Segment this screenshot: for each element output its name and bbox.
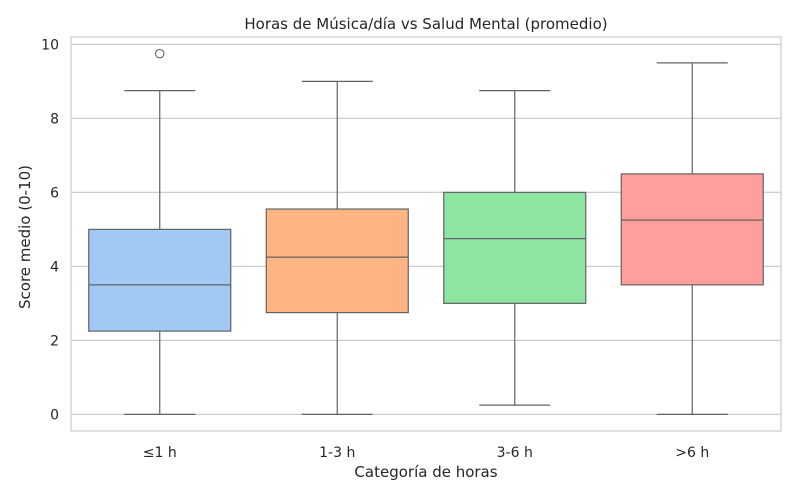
y-tick-label: 10	[41, 37, 59, 53]
iqr-box	[443, 191, 587, 304]
y-tick-label: 6	[50, 185, 59, 201]
box-group	[620, 62, 764, 415]
iqr-box	[88, 228, 232, 332]
y-tick-label: 2	[50, 333, 59, 349]
y-axis-ticks: 0 2 4 6 8 10	[41, 37, 59, 423]
x-tick-label: >6 h	[675, 445, 709, 461]
x-tick-label: 3-6 h	[497, 445, 533, 461]
y-axis-label: Score medio (0-10)	[16, 164, 34, 310]
y-tick-label: 0	[50, 407, 59, 423]
y-tick-label: 8	[50, 111, 59, 127]
chart-title: Horas de Música/día vs Salud Mental (pro…	[244, 15, 608, 33]
x-axis-label: Categoría de horas	[354, 463, 498, 481]
iqr-box	[620, 173, 764, 286]
y-tick-label: 4	[50, 259, 59, 275]
outlier-point	[155, 48, 165, 59]
box-group	[88, 48, 232, 415]
iqr-box	[265, 208, 409, 314]
x-tick-label: 1-3 h	[319, 445, 355, 461]
box-group	[443, 90, 587, 406]
x-tick-label: ≤1 h	[143, 445, 177, 461]
box-group	[265, 80, 409, 415]
x-axis-ticks: ≤1 h 1-3 h 3-6 h >6 h	[143, 445, 709, 461]
plot-frame	[70, 36, 782, 432]
box-series	[88, 48, 764, 415]
